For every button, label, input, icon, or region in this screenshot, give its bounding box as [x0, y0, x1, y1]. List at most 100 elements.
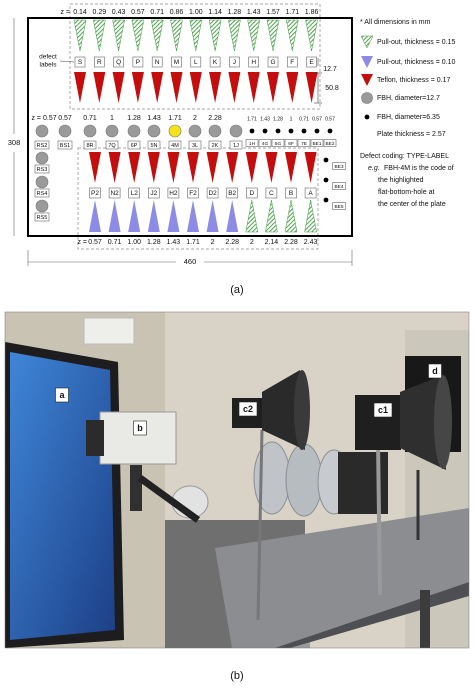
- z-value: 2: [193, 115, 197, 122]
- defect-label: RS5: [37, 215, 48, 221]
- dimension: 460: [184, 257, 197, 266]
- pull-out-defect: [228, 19, 241, 52]
- z-value: 1.00: [127, 239, 141, 246]
- z-value: 1.28: [147, 239, 161, 246]
- photo-label: c2: [243, 404, 253, 414]
- z-value: 2.28: [208, 115, 222, 122]
- defect-label: 7E: [301, 141, 307, 147]
- teflon-defect: [112, 72, 125, 103]
- teflon-defect: [209, 72, 222, 103]
- pull-out-defect: [108, 200, 121, 232]
- defect-label-box: [190, 56, 202, 68]
- defect-label-box: [34, 164, 50, 174]
- z-value: 1.28: [127, 115, 141, 122]
- defect-label: R: [97, 59, 102, 66]
- defect-coding-title: Defect coding: TYPE-LABEL: [360, 153, 449, 160]
- fbh-large: [229, 124, 243, 138]
- defect-label-box: [187, 187, 199, 199]
- legend-text: Plate thickness = 2.57: [377, 131, 446, 138]
- z-value: 1.57: [266, 9, 280, 16]
- defect-coding-text: the center of the plate: [378, 201, 446, 208]
- defect-label-box: [245, 139, 259, 147]
- pull-out-defect: [147, 200, 160, 232]
- photo-label: c1: [378, 405, 388, 415]
- defect-label: RS2: [37, 143, 48, 149]
- z-value: 1.00: [189, 9, 203, 16]
- teflon-defect: [170, 72, 183, 103]
- z-value: 0.57: [131, 9, 145, 16]
- defect-label: 4M: [171, 143, 179, 149]
- defect-label-box: [74, 56, 86, 68]
- z-value: 1.43: [247, 9, 261, 16]
- defect-label: 6P: [131, 143, 138, 149]
- fbh-small: [327, 128, 333, 134]
- defect-label-box: [206, 187, 219, 199]
- defect-label-box: [271, 139, 285, 147]
- fbh-large: [35, 124, 49, 138]
- fbh-large: [188, 124, 202, 138]
- z-value: 0.29: [92, 9, 106, 16]
- defect-label: 4G: [262, 141, 269, 147]
- defect-label-box: [285, 187, 297, 199]
- defect-label-box: [246, 187, 258, 199]
- teflon-defect: [267, 72, 279, 103]
- fbh-small: [288, 128, 294, 134]
- z-value: 1: [290, 116, 293, 122]
- defect-label: M: [174, 59, 179, 66]
- defect-label-box: [265, 187, 278, 199]
- defect-label: 7Q: [108, 143, 116, 149]
- defect-label: BE5: [334, 204, 343, 210]
- defect-label-box: [108, 187, 121, 199]
- defect-label-box: [151, 56, 163, 68]
- defect-label-box: [171, 56, 182, 68]
- defect-label: D2: [208, 190, 217, 197]
- pull-out-defect: [226, 200, 239, 232]
- legend-icon: [360, 35, 374, 49]
- defect-label: P2: [91, 190, 99, 197]
- teflon-defect: [285, 152, 297, 183]
- defect-label: 5N: [150, 143, 157, 149]
- defect-label: F2: [189, 190, 197, 197]
- defect-label-box: [94, 56, 105, 68]
- defect-label: N2: [110, 190, 119, 197]
- defect-label-box: [226, 187, 238, 199]
- pull-out-defect: [170, 19, 183, 52]
- photo-label-box: [373, 402, 393, 418]
- z-value: 2.14: [265, 239, 279, 246]
- fbh-small: [275, 128, 281, 134]
- defect-label: D: [249, 190, 254, 197]
- defect-label: RS3: [37, 167, 48, 173]
- teflon-defect: [286, 72, 299, 103]
- fbh-small: [323, 157, 329, 163]
- defect-label-box: [229, 56, 240, 68]
- fbh-small: [301, 128, 307, 134]
- defect-label: J2: [150, 190, 157, 197]
- defect-label-box: [57, 140, 73, 150]
- z-value: 1.28: [228, 9, 242, 16]
- z-value: 0.71: [108, 239, 122, 246]
- defect-label: L2: [131, 190, 139, 197]
- pull-out-defect: [208, 19, 222, 52]
- defect-label: BE2: [325, 141, 334, 147]
- z-value: 1.43: [167, 239, 181, 246]
- defect-label: 1J: [233, 143, 239, 149]
- defect-label-box: [209, 56, 221, 68]
- defect-label-box: [208, 140, 222, 150]
- legend-text: FBH, diameter=6.35: [377, 114, 440, 121]
- pull-out-defect: [167, 200, 180, 232]
- defect-label-box: [229, 140, 243, 150]
- defect-label: 5G: [275, 141, 282, 147]
- fbh-large: [127, 124, 141, 138]
- caption-leader: [59, 60, 75, 63]
- pull-out-defect: [150, 19, 164, 52]
- pull-out-defect: [265, 199, 278, 233]
- z-value: 1.71: [186, 239, 200, 246]
- defect-label: BE1: [312, 141, 321, 147]
- defect-label: P: [136, 59, 140, 66]
- teflon-defect: [93, 72, 106, 103]
- pull-out-defect: [131, 19, 145, 52]
- defect-labels-caption: defect: [39, 54, 57, 61]
- fbh-large: [35, 175, 49, 189]
- defect-label-box: [332, 182, 346, 190]
- teflon-defect: [167, 152, 180, 183]
